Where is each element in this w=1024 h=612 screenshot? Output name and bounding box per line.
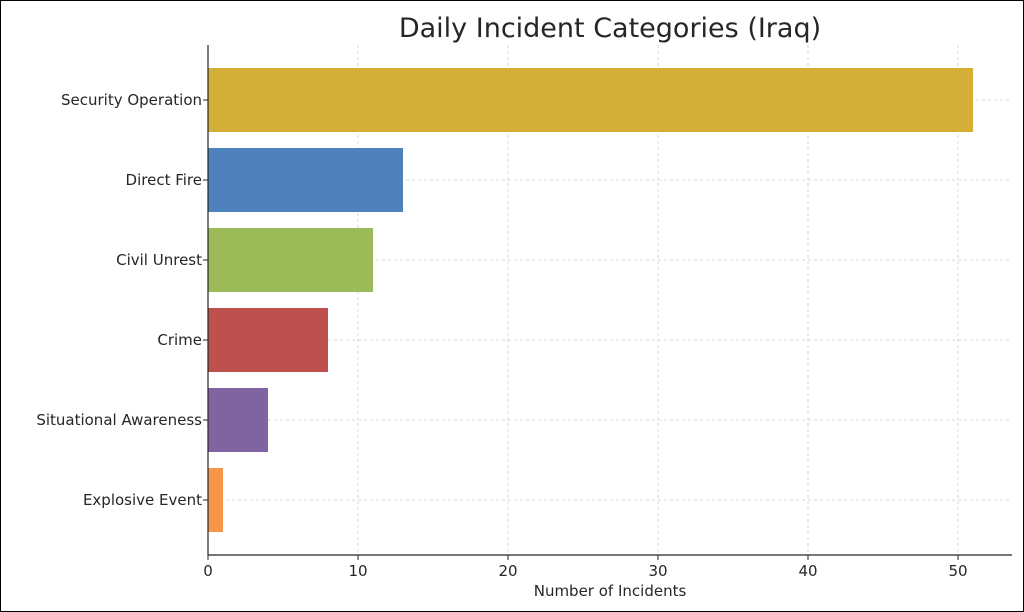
y-tick-labels: Security Operation Direct Fire Civil Unres… xyxy=(36,91,202,509)
bar-explosive-event xyxy=(208,468,223,532)
x-tick-label: 30 xyxy=(648,562,667,580)
chart-title: Daily Incident Categories (Iraq) xyxy=(399,13,821,44)
bar-security-operation xyxy=(208,68,973,132)
x-tick-label: 20 xyxy=(498,562,517,580)
y-tick-label: Direct Fire xyxy=(126,171,202,189)
x-tick-label: 50 xyxy=(948,562,967,580)
axes xyxy=(207,45,1012,556)
bar-civil-unrest xyxy=(208,228,373,292)
y-tick-label: Situational Awareness xyxy=(36,411,202,429)
y-tick-label: Civil Unrest xyxy=(116,251,202,269)
y-tick-label: Security Operation xyxy=(61,91,202,109)
x-axis-label: Number of Incidents xyxy=(534,582,687,600)
bar-direct-fire xyxy=(208,148,403,212)
x-tick-label: 0 xyxy=(203,562,213,580)
bars xyxy=(208,68,973,532)
y-tick-label: Explosive Event xyxy=(83,491,202,509)
y-tick-label: Crime xyxy=(157,331,202,349)
bar-crime xyxy=(208,308,328,372)
x-tick-label: 10 xyxy=(348,562,367,580)
x-ticks: 0 10 20 30 40 50 xyxy=(203,99,968,580)
bar-situational-awareness xyxy=(208,388,268,452)
x-tick-label: 40 xyxy=(798,562,817,580)
